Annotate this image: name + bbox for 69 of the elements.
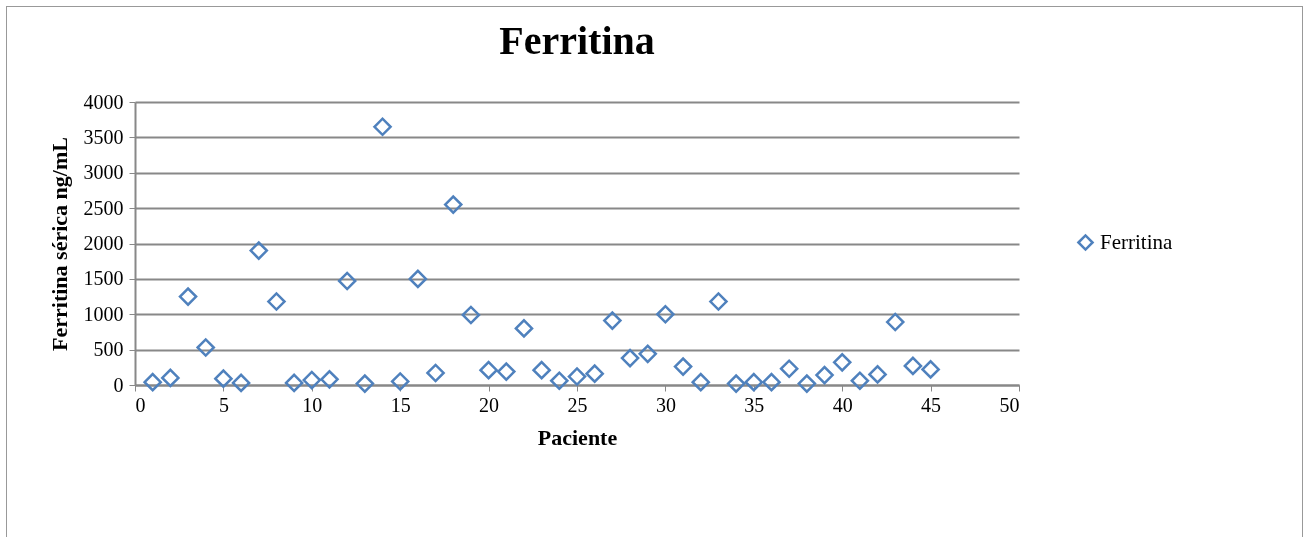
y-tick-label: 0 — [113, 373, 124, 396]
point — [638, 344, 658, 364]
y-tick-label: 1500 — [83, 267, 124, 290]
point — [726, 374, 746, 393]
x-tick-label: 45 — [921, 393, 942, 416]
point — [815, 365, 834, 385]
x-tick-label: 10 — [302, 393, 323, 416]
point — [373, 117, 392, 137]
point — [903, 356, 923, 376]
point — [744, 372, 764, 392]
y-tick-label: 2000 — [83, 232, 124, 254]
point — [496, 362, 516, 381]
point — [408, 269, 428, 289]
point — [550, 371, 569, 391]
point — [284, 373, 304, 393]
point — [461, 305, 481, 325]
y-tick-label: 3000 — [83, 161, 124, 184]
x-tick-label: 50 — [999, 393, 1020, 416]
point — [868, 365, 887, 384]
y-tick-label: 500 — [93, 338, 124, 361]
y-tick-label: 2500 — [83, 196, 124, 219]
x-tick-label: 40 — [832, 393, 853, 416]
point — [443, 195, 463, 214]
x-tick-label: 25 — [567, 393, 588, 416]
point — [214, 369, 233, 388]
point — [656, 304, 675, 324]
y-tick-label: 1000 — [83, 302, 124, 325]
point — [885, 312, 905, 332]
point — [231, 373, 251, 393]
x-tick-label: 35 — [744, 393, 765, 416]
point — [426, 363, 445, 383]
point — [921, 360, 940, 379]
chart-title: Ferritina — [499, 18, 655, 63]
point — [567, 367, 587, 386]
x-tick-label: 30 — [655, 393, 676, 416]
point — [390, 372, 410, 391]
point — [355, 374, 375, 393]
point — [337, 271, 357, 291]
point — [603, 311, 622, 330]
point — [850, 371, 870, 391]
point — [620, 348, 640, 368]
x-tick-label: 20 — [479, 393, 500, 416]
point — [479, 360, 498, 380]
point — [532, 360, 551, 380]
y-tick-label: 4000 — [83, 90, 124, 113]
point — [514, 319, 534, 338]
point — [143, 372, 162, 392]
point — [585, 364, 604, 383]
x-tick-label: 15 — [390, 393, 411, 416]
point — [779, 359, 799, 379]
y-tick-label: 3500 — [83, 125, 124, 148]
point — [178, 287, 198, 306]
y-axis-title: Ferritina sérica ng/mL — [46, 137, 72, 351]
point — [267, 292, 286, 311]
x-tick-label: 5 — [218, 393, 229, 416]
x-tick-label: 0 — [135, 393, 146, 416]
point — [762, 372, 781, 392]
point — [797, 374, 817, 393]
point — [302, 370, 322, 390]
point — [832, 353, 852, 372]
point — [709, 292, 728, 311]
x-axis-title: Paciente — [537, 424, 618, 450]
point — [161, 368, 180, 388]
point — [196, 338, 216, 357]
point — [673, 357, 693, 376]
legend-label: Ferritina — [1100, 229, 1173, 254]
point — [320, 370, 339, 389]
point — [691, 372, 711, 392]
point — [249, 241, 269, 260]
